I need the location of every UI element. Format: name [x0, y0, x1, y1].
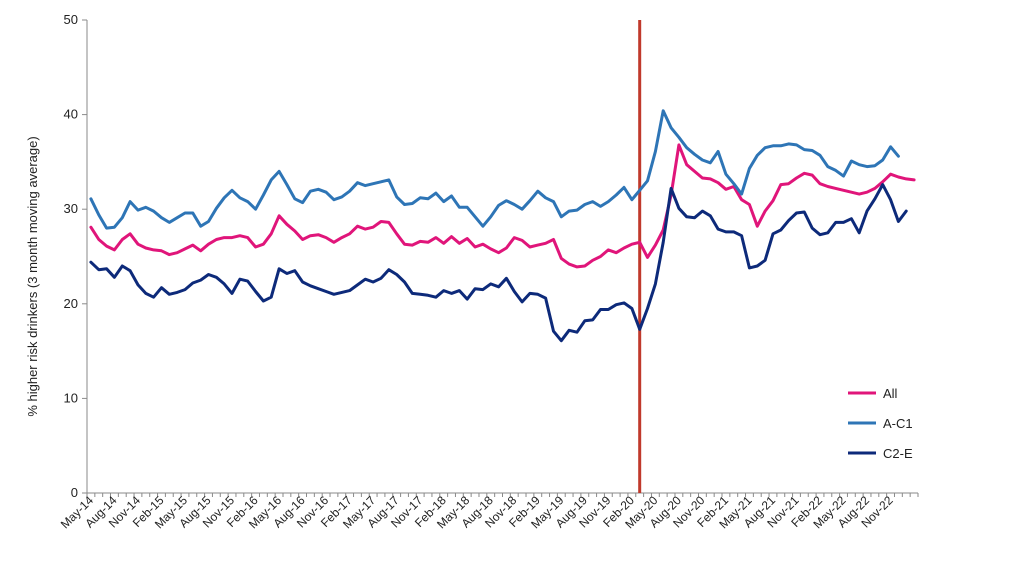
- legend-label: C2-E: [883, 446, 913, 461]
- y-tick-label: 20: [64, 296, 78, 311]
- series-line-all: [89, 143, 916, 269]
- y-ticks: 0 10 20 30 40 50: [64, 12, 87, 500]
- series: [89, 109, 916, 343]
- y-axis-label: % higher risk drinkers (3 month moving a…: [25, 136, 40, 416]
- y-tick-label: 40: [64, 107, 78, 122]
- y-tick-label: 0: [71, 485, 78, 500]
- legend: All A-C1 C2-E: [848, 386, 913, 461]
- legend-label: A-C1: [883, 416, 913, 431]
- legend-label: All: [883, 386, 898, 401]
- axes: [86, 20, 918, 494]
- y-tick-label: 50: [64, 12, 78, 27]
- series-line-c2-e: [89, 183, 908, 343]
- series-line-a-c1: [89, 109, 900, 230]
- x-ticks: May-14Aug-14Nov-14Feb-15May-15Aug-15Nov-…: [58, 493, 919, 531]
- y-tick-label: 30: [64, 201, 78, 216]
- y-tick-label: 10: [64, 390, 78, 405]
